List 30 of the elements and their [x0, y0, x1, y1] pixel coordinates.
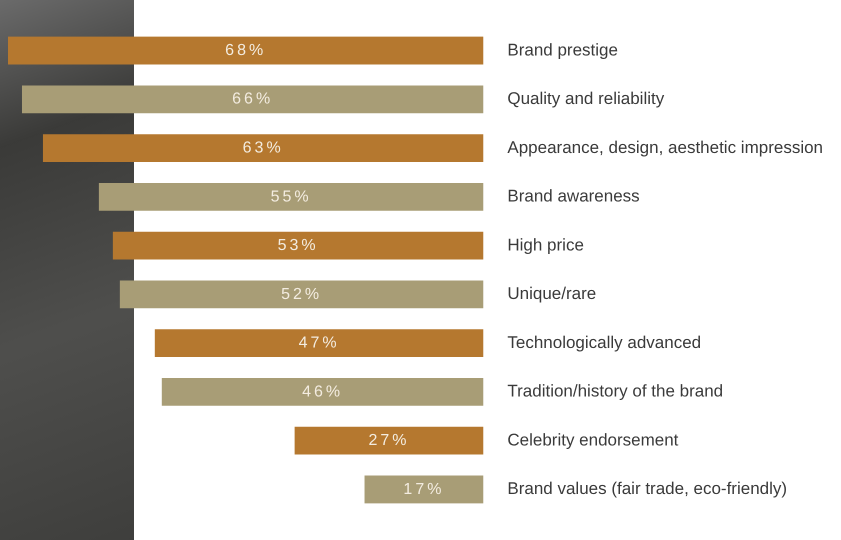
data-label: 17% — [403, 480, 444, 498]
bar — [162, 378, 484, 406]
data-label: 27% — [368, 432, 410, 450]
data-label: 52% — [281, 286, 322, 303]
data-label: 47% — [298, 334, 340, 352]
data-label: 55% — [270, 188, 312, 206]
data-label: 68% — [225, 42, 266, 59]
y-tick-label: Quality and reliability — [507, 89, 665, 108]
data-label: 63% — [242, 140, 284, 157]
y-tick-label: Brand awareness — [507, 186, 640, 206]
y-tick-label: Technologically advanced — [507, 332, 702, 352]
y-tick-label: Appearance, design, aesthetic impression — [507, 138, 824, 157]
bar — [364, 476, 484, 504]
data-label: 66% — [232, 90, 274, 108]
bar — [120, 280, 484, 308]
bar — [22, 85, 484, 114]
y-tick-label: Tradition/history of the brand — [507, 382, 724, 401]
y-tick-label: Celebrity endorsement — [507, 430, 679, 450]
y-tick-label: Unique/rare — [507, 284, 596, 304]
data-label: 46% — [302, 383, 344, 400]
y-tick-label: High price — [507, 235, 584, 254]
bar — [112, 232, 484, 260]
y-tick-label: Brand prestige — [507, 40, 618, 60]
bar — [154, 329, 484, 358]
bar — [294, 426, 484, 455]
bar — [8, 36, 484, 64]
bar — [98, 182, 484, 211]
data-label: 53% — [278, 237, 319, 254]
bar — [42, 134, 484, 162]
y-tick-label: Brand values (fair trade, eco-friendly) — [507, 479, 788, 498]
